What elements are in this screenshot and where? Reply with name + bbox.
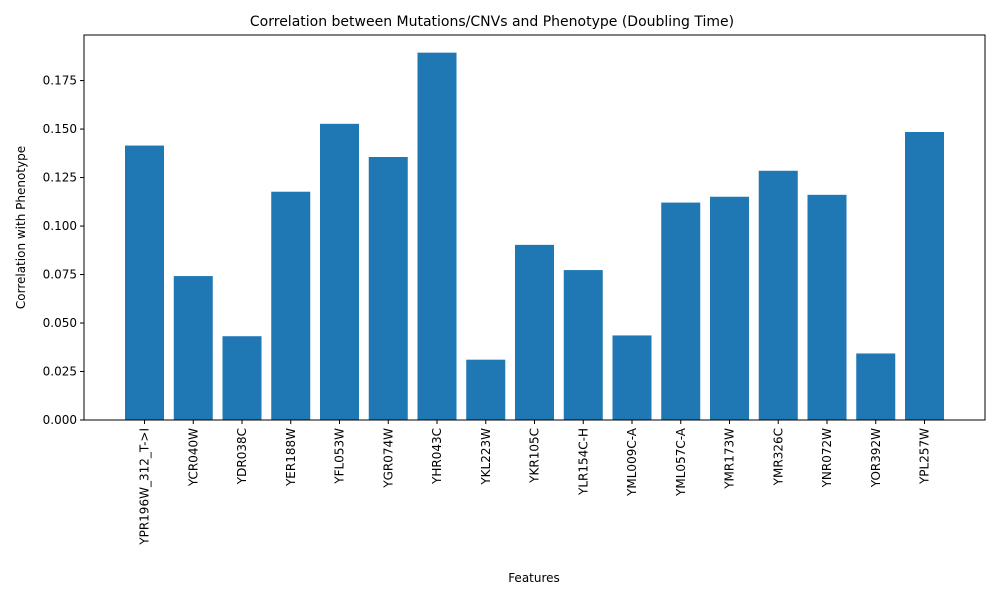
x-tick-label: YMR326C bbox=[771, 428, 785, 486]
plot-frame bbox=[83, 34, 986, 421]
x-axis-label: Features bbox=[508, 571, 560, 585]
y-tick-label: 0.175 bbox=[43, 74, 77, 88]
x-tick-label: YFL053W bbox=[333, 428, 347, 485]
x-tick-label: YPR196W_312_T->I bbox=[138, 428, 152, 546]
y-axis: 0.000 0.025 0.050 0.075 0.100 0.125 0.150 0.175 bbox=[43, 74, 84, 427]
y-tick-label: 0.000 bbox=[43, 413, 77, 427]
x-tick-label: YCR040W bbox=[186, 428, 200, 487]
bar bbox=[758, 170, 798, 420]
bars-group bbox=[125, 52, 944, 421]
x-tick-label: YML009C-A bbox=[625, 427, 639, 497]
y-tick-label: 0.075 bbox=[43, 268, 77, 282]
x-tick-label: YNR072W bbox=[820, 428, 834, 489]
x-tick-label: YPL257W bbox=[918, 428, 932, 485]
x-tick-label: YER188W bbox=[284, 428, 298, 487]
x-tick-label: YKR105C bbox=[528, 428, 542, 484]
bar bbox=[466, 359, 506, 420]
y-tick-label: 0.125 bbox=[43, 171, 77, 185]
bar bbox=[710, 196, 749, 420]
y-tick-label: 0.100 bbox=[43, 219, 77, 233]
y-tick-label: 0.150 bbox=[43, 122, 77, 136]
chart-title: Correlation between Mutations/CNVs and P… bbox=[250, 14, 734, 30]
x-tick-label: YGR074W bbox=[381, 428, 395, 489]
y-tick-label: 0.050 bbox=[43, 316, 77, 330]
bar bbox=[368, 157, 408, 420]
bar bbox=[563, 270, 603, 420]
bar bbox=[125, 145, 164, 421]
bar bbox=[807, 194, 847, 420]
x-axis: YPR196W_312_T->I YCR040W YDR038C YER188W YFL… bbox=[138, 420, 932, 546]
x-tick-label: YDR038C bbox=[235, 428, 249, 485]
bar bbox=[905, 131, 944, 421]
x-tick-label: YML057C-A bbox=[674, 427, 688, 497]
x-tick-label: YMR173W bbox=[723, 428, 737, 490]
y-axis-label: Correlation with Phenotype bbox=[14, 146, 28, 309]
bar bbox=[661, 202, 701, 420]
x-tick-label: YKL223W bbox=[479, 428, 493, 486]
bar bbox=[320, 123, 359, 420]
bar bbox=[222, 336, 262, 420]
bar bbox=[417, 52, 457, 421]
y-tick-label: 0.025 bbox=[43, 365, 77, 379]
bar bbox=[173, 276, 213, 420]
bar bbox=[271, 191, 311, 420]
x-tick-label: YLR154C-H bbox=[576, 428, 590, 496]
x-tick-label: YOR392W bbox=[869, 428, 883, 488]
bar bbox=[612, 335, 652, 420]
bar bbox=[515, 244, 554, 420]
bar bbox=[856, 353, 896, 420]
x-tick-label: YHR043C bbox=[430, 428, 444, 485]
